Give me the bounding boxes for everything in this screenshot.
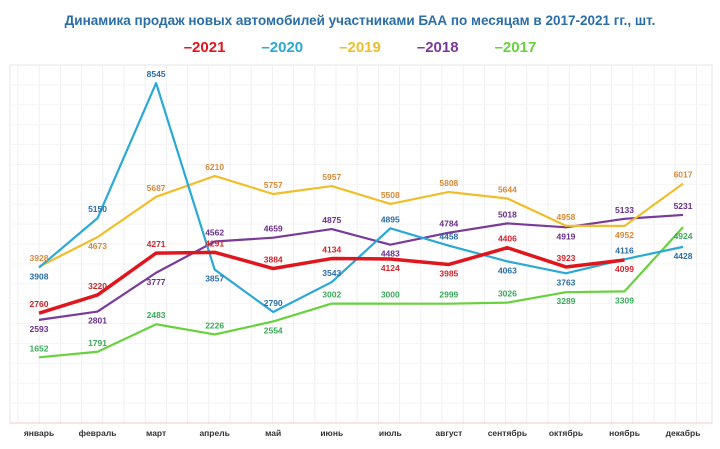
- x-tick-label: ноябрь: [609, 428, 640, 438]
- data-label-2018: 5018: [498, 209, 517, 219]
- data-label-2017: 2999: [439, 290, 458, 300]
- data-label-2021: 3220: [88, 281, 107, 291]
- data-label-2017: 2483: [147, 310, 166, 320]
- data-label-2018: 4562: [205, 228, 224, 238]
- data-label-2020: 2790: [264, 298, 283, 308]
- x-tick-label: январь: [24, 428, 54, 438]
- data-label-2020: 3543: [322, 268, 341, 278]
- data-label-2020: 4895: [381, 214, 400, 224]
- x-tick-label: февраль: [79, 428, 117, 438]
- chart-title: Динамика продаж новых автомобилей участн…: [64, 13, 656, 28]
- data-label-2020: 4063: [498, 265, 517, 275]
- data-label-2017: 3002: [322, 290, 341, 300]
- data-label-2021: 4124: [381, 263, 400, 273]
- legend: –2021 –2020 –2019 –2018 –2017: [0, 39, 720, 56]
- data-label-2019: 6017: [674, 170, 693, 180]
- data-label-2017: 2554: [264, 325, 283, 335]
- data-label-2017: 3289: [556, 296, 575, 306]
- data-label-2019: 4673: [88, 241, 107, 251]
- data-label-2017: 1652: [30, 343, 49, 353]
- legend-item-2020: –2020: [261, 39, 304, 56]
- data-label-2020: 3763: [556, 277, 575, 287]
- data-label-2018: 3777: [147, 277, 166, 287]
- data-label-2019: 5757: [264, 180, 283, 190]
- series-line-2021: [38, 245, 625, 315]
- x-tick-label: май: [265, 428, 281, 438]
- data-label-2021: 4134: [322, 245, 341, 255]
- data-label-2018: 2801: [88, 316, 107, 326]
- data-label-2018: 4784: [439, 219, 458, 229]
- legend-item-2018: –2018: [416, 39, 459, 56]
- legend-item-2021: –2021: [183, 39, 226, 56]
- data-label-2019: 5508: [381, 190, 400, 200]
- data-label-2018: 2593: [30, 324, 49, 334]
- data-label-2021: 3923: [556, 253, 575, 263]
- data-label-2018: 5231: [674, 201, 693, 211]
- data-label-2019: 5687: [147, 183, 166, 193]
- x-tick-label: июнь: [320, 428, 343, 438]
- data-label-2021: 3985: [439, 268, 458, 278]
- data-label-2017: 2226: [205, 320, 224, 330]
- data-label-2019: 6210: [205, 162, 224, 172]
- data-label-2017: 4924: [674, 231, 693, 241]
- data-label-2021: 4099: [615, 264, 634, 274]
- x-tick-label: апрель: [199, 428, 229, 438]
- data-label-2021: 4291: [205, 238, 224, 248]
- x-tick-label: сентябрь: [488, 428, 527, 438]
- x-tick-label: июль: [379, 428, 402, 438]
- data-label-2019: 4958: [556, 212, 575, 222]
- x-tick-label: декабрь: [666, 428, 701, 438]
- data-label-2020: 3908: [30, 272, 49, 282]
- data-label-2018: 5133: [615, 205, 634, 215]
- legend-item-2017: –2017: [494, 39, 537, 56]
- data-label-2018: 4919: [556, 231, 575, 241]
- data-label-2019: 5644: [498, 184, 517, 194]
- data-label-2017: 1791: [88, 338, 107, 348]
- x-tick-label: март: [146, 428, 166, 438]
- x-tick-label: октябрь: [549, 428, 583, 438]
- data-label-2020: 3857: [205, 274, 224, 284]
- data-label-2020: 4428: [674, 251, 693, 261]
- series-line-2020: [38, 81, 684, 314]
- x-tick-label: август: [435, 428, 462, 438]
- series-line-2017: [38, 226, 684, 359]
- data-label-2020: 8545: [147, 69, 166, 79]
- data-label-2021: 4406: [498, 234, 517, 244]
- legend-item-2019: –2019: [339, 39, 381, 56]
- data-label-2019: 4952: [615, 230, 634, 240]
- data-label-2018: 4483: [381, 249, 400, 259]
- data-label-2021: 3884: [264, 255, 283, 265]
- data-label-2020: 4116: [615, 245, 634, 255]
- data-label-2019: 5957: [322, 172, 341, 182]
- data-label-2018: 4659: [264, 224, 283, 234]
- data-label-2021: 4271: [147, 239, 166, 249]
- data-label-2017: 3309: [615, 295, 634, 305]
- data-label-2019: 3928: [30, 253, 49, 263]
- data-label-2018: 4875: [322, 215, 341, 225]
- data-label-2017: 3000: [381, 290, 400, 300]
- data-label-2020: 5150: [88, 204, 107, 214]
- data-label-2017: 3026: [498, 289, 517, 299]
- series-line-2019: [38, 174, 684, 268]
- data-label-2019: 5808: [439, 178, 458, 188]
- data-label-2021: 2760: [30, 299, 49, 309]
- data-label-2020: 4458: [439, 232, 458, 242]
